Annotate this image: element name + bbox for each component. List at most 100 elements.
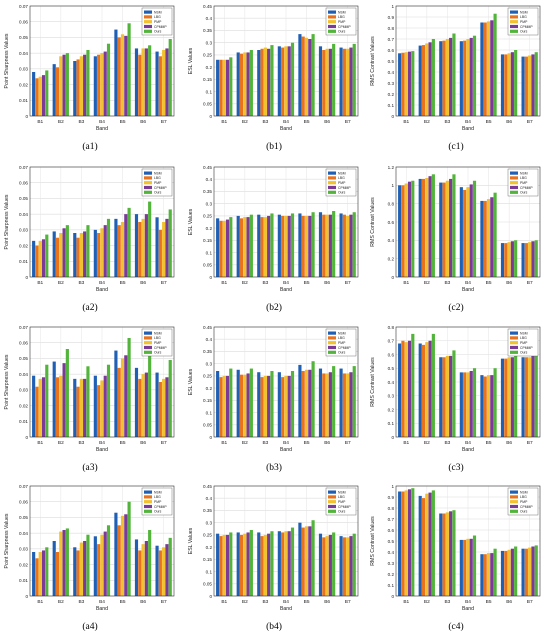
y-tick-label: 0.35: [203, 508, 212, 513]
bar-b6-pmp: [507, 549, 511, 596]
bar-b1-cpmmp: [407, 489, 412, 596]
panel-caption-b1: (b1): [266, 142, 282, 152]
y-tick-label: 0.45: [203, 484, 212, 489]
y-tick-label: 0.1: [206, 250, 213, 255]
bar-b2-ours: [431, 39, 435, 116]
y-tick-label: 0.1: [206, 89, 213, 94]
legend-label: NSM: [520, 331, 528, 335]
bar-b7-cpmmp: [165, 218, 169, 277]
bar-b4-pmp: [284, 531, 288, 596]
panel-caption-a2: (a2): [82, 303, 98, 313]
x-tick-label: B5: [486, 599, 492, 605]
bar-b3-lbg: [76, 237, 80, 277]
bar-b7-ours: [534, 52, 538, 116]
bar-b5-pmp: [120, 222, 125, 277]
x-axis-label: Band: [96, 126, 108, 132]
bar-b7-cpmmp: [531, 54, 535, 116]
y-tick-label: 0.03: [19, 228, 28, 233]
bar-b2-pmp: [425, 342, 429, 437]
bar-b1-nsm: [32, 552, 36, 596]
y-tick-label: 0.4: [388, 380, 395, 385]
bar-b1-lbg: [401, 340, 405, 437]
legend-label: NSM: [154, 490, 162, 494]
bar-b5-pmp: [304, 37, 309, 116]
bar-b3-lbg: [260, 217, 264, 277]
bar-b7-lbg: [342, 373, 346, 437]
y-tick-label: 0: [25, 594, 28, 599]
bar-b5-ours: [127, 501, 131, 596]
x-tick-label: B6: [324, 280, 330, 286]
y-tick-label: 0: [391, 114, 394, 119]
bar-b4-cpmmp: [287, 215, 291, 277]
legend-swatch: [328, 331, 336, 335]
bar-b4-nsm: [277, 372, 281, 437]
bar-b5-cpmmp: [124, 35, 128, 116]
bar-b1-ours: [411, 488, 415, 596]
bar-b1-nsm: [216, 59, 220, 116]
bar-b3-nsm: [439, 357, 443, 437]
bar-b4-cpmmp: [103, 225, 107, 277]
y-tick-label: 0.07: [19, 165, 28, 170]
legend-swatch: [328, 345, 336, 350]
bar-b1-nsm: [216, 533, 220, 596]
bar-b4-lbg: [463, 539, 467, 596]
legend-label: LBG: [154, 176, 161, 180]
chart-panel-c3: 0 0.1 0.2 0.3 0.4 0.5 0.6 0.7 0.8 B1 B2 B3 B4 B5 B6 B7 B…: [366, 323, 546, 461]
y-tick-label: 0.8: [388, 201, 395, 206]
bar-b1-nsm: [398, 53, 402, 116]
y-tick-label: 0.05: [19, 515, 28, 520]
y-tick-label: 0: [209, 275, 212, 280]
x-tick-label: B3: [262, 599, 268, 605]
x-tick-label: B5: [120, 440, 126, 446]
y-tick-label: 0.8: [388, 325, 395, 330]
bar-b4-nsm: [93, 536, 97, 596]
bar-b2-lbg: [55, 552, 60, 596]
y-tick-label: 0.04: [19, 51, 28, 56]
bar-b2-lbg: [421, 178, 426, 277]
x-tick-label: B3: [444, 119, 450, 125]
legend-label: LBG: [338, 495, 345, 499]
bar-b6-cpmmp: [144, 48, 148, 116]
bar-b1-pmp: [38, 240, 42, 277]
y-axis-label: RMS Contrast Values: [370, 197, 376, 247]
bar-b1-ours: [229, 57, 233, 116]
bar-b4-ours: [290, 42, 295, 116]
legend-label: Ours: [338, 191, 346, 195]
x-tick-label: B5: [304, 440, 310, 446]
bar-b1-pmp: [404, 183, 408, 277]
bar-b3-pmp: [263, 47, 267, 117]
x-tick-label: B4: [465, 280, 471, 286]
bar-b1-nsm: [398, 185, 402, 277]
bar-b6-nsm: [500, 243, 505, 277]
bar-b6-lbg: [322, 373, 326, 437]
bar-b2-pmp: [59, 233, 63, 277]
bar-b2-pmp: [59, 375, 63, 437]
bar-b4-nsm: [459, 41, 463, 117]
bar-b7-pmp: [346, 215, 350, 277]
legend-swatch: [144, 29, 152, 33]
legend-label: NSM: [338, 490, 346, 494]
bar-b7-nsm: [339, 213, 343, 277]
y-tick-label: 0.07: [19, 484, 28, 489]
bar-b2-ours: [249, 530, 253, 596]
x-tick-label: B5: [486, 440, 492, 446]
legend-swatch: [144, 500, 152, 504]
bar-b2-cpmmp: [246, 52, 250, 116]
bar-b5-cpmmp: [490, 553, 494, 596]
bar-b6-pmp: [325, 214, 329, 277]
legend-swatch: [328, 29, 336, 33]
bar-b6-ours: [332, 43, 336, 116]
y-tick-label: 0.35: [203, 349, 212, 354]
bar-b3-nsm: [257, 214, 261, 277]
bar-b6-cpmmp: [510, 548, 514, 596]
bar-b2-ours: [431, 333, 435, 438]
bar-b5-nsm: [114, 29, 118, 116]
bar-b5-pmp: [486, 199, 491, 277]
bar-b1-lbg: [401, 185, 405, 277]
x-tick-label: B4: [465, 440, 471, 446]
bar-b1-cpmmp: [41, 75, 46, 116]
bar-b1-pmp: [222, 220, 226, 277]
